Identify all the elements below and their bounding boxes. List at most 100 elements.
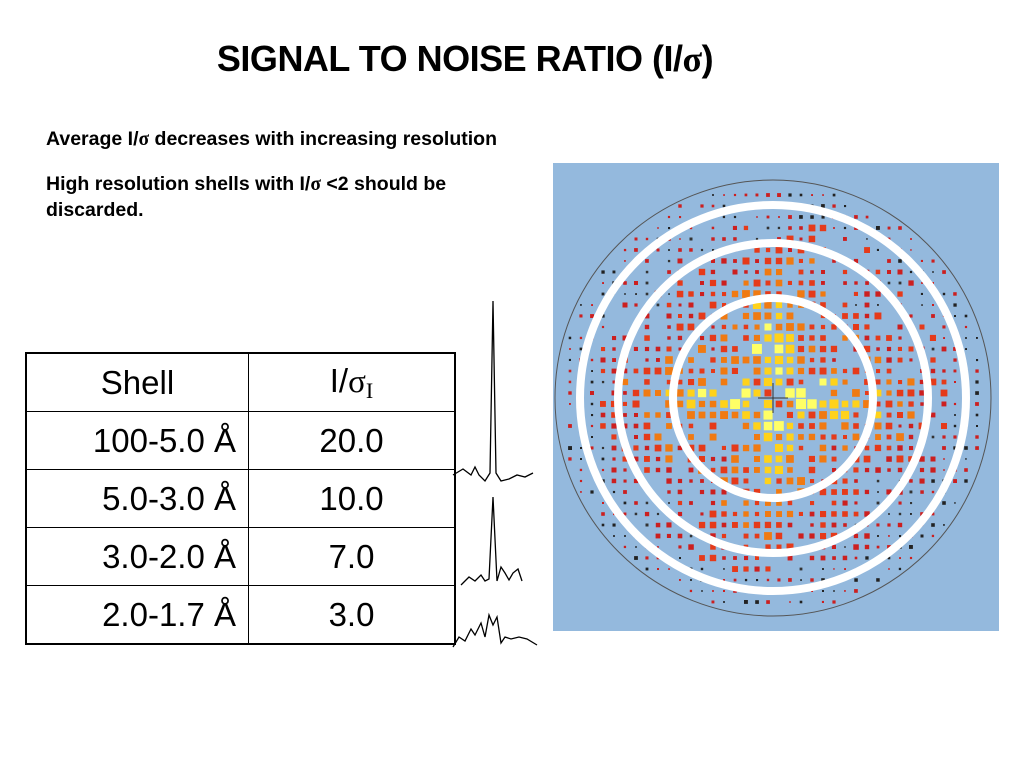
diffraction-spot — [886, 357, 892, 363]
diffraction-spot — [887, 556, 891, 560]
diffraction-spot — [698, 378, 706, 386]
diffraction-spot — [808, 455, 815, 462]
diffraction-spot — [676, 323, 684, 331]
diffraction-spot — [743, 280, 749, 286]
diffraction-spot — [723, 579, 725, 581]
diffraction-spot — [645, 556, 649, 560]
diffraction-spot — [832, 193, 836, 197]
diffraction-spot — [775, 400, 783, 408]
diffraction-spot — [591, 436, 593, 438]
diffraction-spot — [743, 225, 749, 231]
diffraction-spot — [764, 323, 772, 331]
resolution-ring-inner — [669, 294, 877, 502]
diffraction-spot — [601, 292, 605, 296]
diffraction-spot — [742, 400, 750, 408]
diffraction-spot — [819, 367, 827, 375]
diffraction-spot — [775, 323, 783, 331]
diffraction-spot — [909, 314, 913, 318]
diffraction-spot — [720, 466, 728, 474]
diffraction-spot — [786, 477, 794, 485]
diffraction-spot — [786, 378, 794, 386]
diffraction-spot — [897, 401, 903, 407]
diffraction-spot — [864, 467, 870, 473]
diffraction-spot — [787, 555, 793, 561]
diffraction-spot — [909, 479, 913, 483]
diffraction-spot — [910, 502, 913, 505]
diffraction-spot — [668, 227, 671, 230]
diffraction-spot — [699, 456, 705, 462]
diffraction-spot — [690, 579, 692, 581]
diffraction-spot — [710, 500, 716, 506]
diffraction-spot — [953, 292, 957, 296]
shell-cell: 100-5.0 Å — [25, 411, 249, 470]
diffraction-spot — [698, 411, 706, 419]
diffraction-spot — [897, 467, 903, 473]
diffraction-spot — [720, 367, 728, 375]
diffraction-spot — [634, 303, 638, 307]
diffraction-spot — [689, 479, 693, 483]
diffraction-spot — [711, 600, 715, 604]
diffraction-spot — [774, 355, 784, 365]
diffraction-spot — [763, 399, 773, 409]
diffraction-spot — [601, 270, 605, 274]
diffraction-spot — [786, 510, 794, 518]
diffraction-spot — [688, 379, 695, 386]
diffraction-spot — [932, 271, 934, 273]
diffraction-spot — [908, 434, 914, 440]
diffraction-spot — [929, 334, 936, 341]
diffraction-spot — [677, 379, 683, 385]
diffraction-spot — [852, 389, 860, 397]
diffraction-spot — [656, 512, 660, 516]
diffraction-spot — [732, 324, 738, 330]
diffraction-spot — [931, 259, 935, 263]
diffraction-spot — [601, 347, 606, 352]
diffraction-spot — [645, 237, 649, 241]
diffraction-spot — [732, 566, 738, 572]
diffraction-spot — [854, 281, 858, 285]
diffraction-spot — [775, 532, 783, 540]
diffraction-spot — [765, 566, 771, 572]
diffraction-spot — [975, 435, 979, 439]
diffraction-spot — [698, 521, 706, 529]
diffraction-spot — [899, 557, 901, 559]
diffraction-spot — [820, 434, 826, 440]
diffraction-spot — [920, 292, 923, 295]
diffraction-spot — [829, 399, 839, 409]
diffraction-spot — [874, 422, 882, 430]
diffraction-spot — [931, 534, 935, 538]
diffraction-spot — [688, 467, 694, 473]
diffraction-spot — [568, 358, 571, 361]
ratio-cell: 7.0 — [248, 527, 456, 586]
diffraction-spot — [819, 488, 827, 496]
diffraction-spot — [841, 422, 849, 430]
diffraction-spot — [666, 533, 671, 538]
diffraction-spot — [698, 444, 706, 452]
diffraction-spot — [886, 434, 892, 440]
diffraction-spot — [820, 357, 826, 363]
diffraction-spot — [920, 402, 924, 406]
diffraction-spot — [844, 546, 846, 548]
diffraction-spot — [832, 358, 836, 362]
diffraction-spot — [832, 556, 836, 560]
diffraction-spot — [864, 324, 870, 330]
diffraction-spot — [644, 456, 650, 462]
diffraction-spot — [830, 532, 838, 540]
diffraction-spot — [929, 378, 937, 386]
diffraction-spot — [601, 446, 605, 450]
diffraction-spot — [753, 279, 761, 287]
diffraction-spot — [907, 378, 915, 386]
diffraction-spot — [954, 414, 956, 416]
diffraction-spot — [819, 345, 827, 353]
diffraction-spot — [655, 412, 661, 418]
diffraction-spot — [897, 412, 903, 418]
diffraction-spot — [774, 421, 784, 431]
diffraction-spot — [919, 456, 925, 462]
diffraction-spot — [864, 379, 870, 385]
diffraction-spot — [731, 477, 739, 485]
diffraction-spot — [799, 215, 803, 219]
diffraction-spot — [819, 378, 827, 386]
diffraction-spot — [720, 312, 728, 320]
diffraction-spot — [711, 204, 715, 208]
diffraction-spot — [941, 401, 947, 407]
diffraction-spot — [676, 389, 684, 397]
